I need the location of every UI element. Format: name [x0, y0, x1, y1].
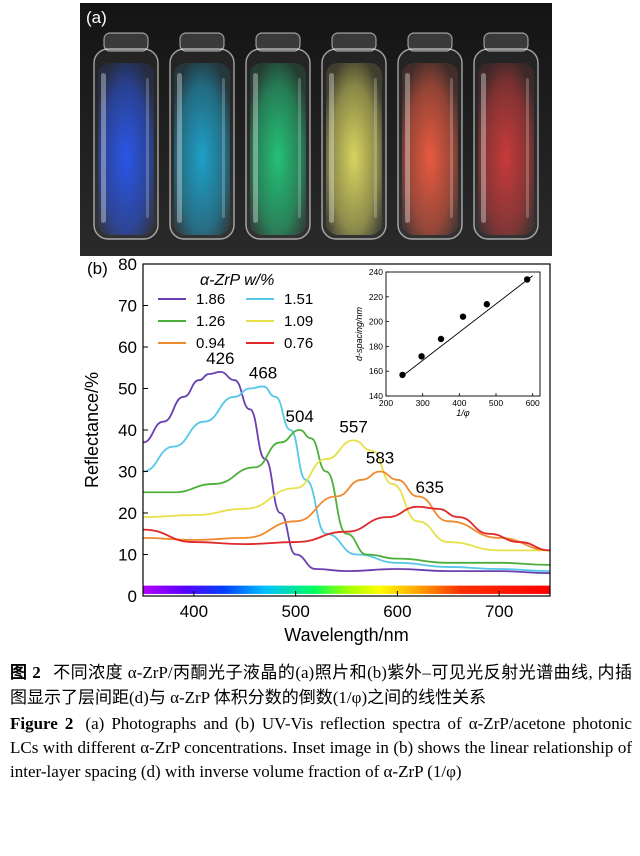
- inset-data-point: [483, 301, 491, 308]
- inset-x-axis-label: 1/φ: [456, 408, 470, 418]
- legend: α-ZrP w/% 1.86 1.51 1.26 1.09 0.94 0.76: [158, 272, 313, 352]
- inset-data-point: [437, 335, 445, 343]
- figure-caption: 图 2 不同浓度 α-ZrP/丙酮光子液晶的(a)照片和(b)紫外–可见光反射光谱…: [10, 660, 632, 784]
- series-line-1.26: [142, 429, 551, 566]
- peak-label: 635: [416, 478, 444, 497]
- inset-data-point: [523, 276, 531, 283]
- inset-data-point: [418, 353, 425, 360]
- caption-chinese: 图 2 不同浓度 α-ZrP/丙酮光子液晶的(a)照片和(b)紫外–可见光反射光谱…: [10, 660, 632, 710]
- series-line-0.94: [142, 470, 551, 552]
- chart-panel-label: (b): [87, 259, 108, 278]
- legend-title: α-ZrP w/%: [200, 272, 274, 289]
- inset-data-point: [459, 313, 467, 320]
- y-tick-label: 30: [118, 463, 137, 482]
- vial: [93, 32, 159, 240]
- inset-y-tick-label: 200: [369, 317, 383, 327]
- caption-cn-text: 不同浓度 α-ZrP/丙酮光子液晶的(a)照片和(b)紫外–可见光反射光谱曲线,…: [10, 663, 633, 707]
- y-tick-label: 60: [118, 338, 137, 357]
- inset-y-tick-label: 140: [369, 391, 383, 401]
- reflectance-chart: 426 468 504 557 583 635 0 10 20 30 40 50 60 70 80 400 50…: [82, 256, 551, 645]
- x-tick-label: 500: [281, 602, 309, 621]
- y-tick-label: 70: [118, 297, 137, 316]
- x-tick-label: 600: [383, 602, 411, 621]
- x-tick-label: 400: [180, 602, 208, 621]
- legend-entry: 0.94: [196, 335, 225, 352]
- inset-y-tick-label: 180: [369, 341, 383, 351]
- inset-data-point: [399, 371, 406, 379]
- caption-cn-label: 图 2: [10, 663, 41, 682]
- peak-label: 557: [339, 417, 367, 436]
- vial-photograph: (a): [80, 3, 552, 256]
- vial: [473, 32, 539, 240]
- inset-y-tick-label: 160: [369, 366, 383, 376]
- x-axis-label: Wavelength/nm: [284, 625, 408, 645]
- legend-entry: 1.26: [196, 313, 225, 330]
- peak-label: 583: [366, 449, 394, 468]
- legend-entry: 1.86: [196, 291, 225, 308]
- peak-label: 504: [286, 407, 314, 426]
- caption-en-label: Figure 2: [10, 714, 74, 733]
- inset-y-axis-label: d-spacing/nm: [354, 306, 364, 361]
- series-line-0.76: [142, 505, 551, 552]
- legend-entry: 1.51: [284, 291, 313, 308]
- y-tick-label: 20: [118, 504, 137, 523]
- y-tick-label: 80: [118, 256, 137, 274]
- inset-fit-line: [400, 275, 533, 378]
- peak-label: 468: [249, 363, 277, 382]
- inset-y-tick-label: 220: [369, 292, 383, 302]
- photo-panel-label: (a): [86, 8, 107, 27]
- inset-y-tick-label: 240: [369, 267, 383, 277]
- vial: [321, 32, 387, 240]
- inset-plot: 140 160 180 200 220 240 200 300 400 500 600 1/φ d-sp…: [354, 267, 541, 418]
- y-tick-label: 0: [128, 587, 137, 606]
- x-tick-label: 700: [485, 602, 513, 621]
- inset-x-tick-label: 300: [416, 398, 430, 408]
- y-tick-label: 50: [118, 380, 137, 399]
- legend-entry: 1.09: [284, 313, 313, 330]
- caption-en-text: (a) Photographs and (b) UV-Vis reflectio…: [10, 714, 632, 781]
- inset-x-tick-label: 500: [489, 398, 503, 408]
- vial: [245, 32, 311, 240]
- y-tick-label: 10: [118, 546, 137, 565]
- y-tick-label: 40: [118, 421, 137, 440]
- inset-x-tick-label: 200: [379, 398, 393, 408]
- peak-label: 426: [206, 349, 234, 368]
- inset-x-tick-label: 400: [452, 398, 466, 408]
- y-axis-label: Reflectance/%: [82, 372, 102, 488]
- inset-x-tick-label: 600: [526, 398, 540, 408]
- vial: [397, 32, 463, 240]
- visible-spectrum-bar: [143, 585, 550, 594]
- vial: [169, 32, 235, 240]
- caption-english: Figure 2 (a) Photographs and (b) UV-Vis r…: [10, 712, 632, 784]
- legend-entry: 0.76: [284, 335, 313, 352]
- series-line-1.09: [142, 439, 550, 552]
- series-line-1.51: [142, 385, 551, 572]
